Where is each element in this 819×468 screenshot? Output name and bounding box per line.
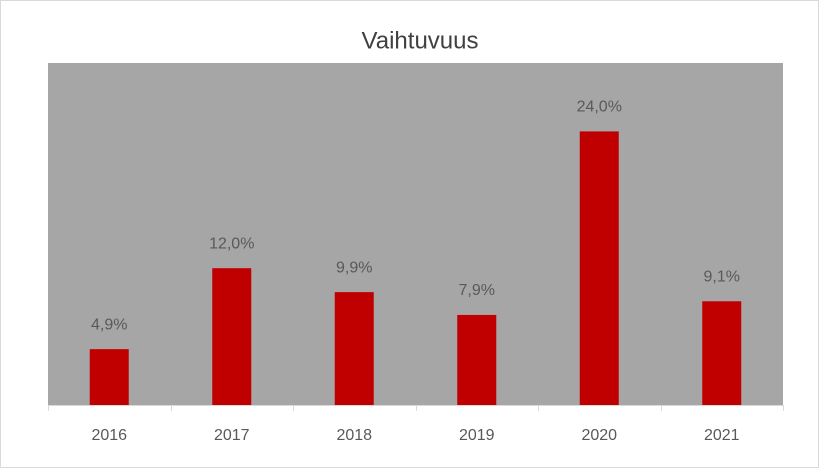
- data-label: 9,1%: [704, 268, 740, 285]
- chart-title: Vaihtuvuus: [362, 27, 479, 54]
- bar: [702, 301, 742, 405]
- x-tick-label: 2019: [459, 427, 495, 444]
- bar: [457, 314, 497, 405]
- x-tick-label: 2017: [214, 427, 250, 444]
- x-tick-label: 2021: [704, 427, 740, 444]
- data-label: 12,0%: [209, 235, 254, 252]
- data-label: 24,0%: [577, 99, 622, 116]
- bar: [89, 349, 129, 405]
- data-label: 9,9%: [336, 259, 372, 276]
- x-tick-label: 2020: [581, 427, 617, 444]
- bar: [334, 292, 374, 405]
- x-tick-label: 2018: [336, 427, 372, 444]
- bar: [579, 131, 619, 405]
- data-label: 7,9%: [459, 282, 495, 299]
- plot-area: [48, 63, 783, 405]
- bar: [212, 268, 252, 405]
- x-tick-label: 2016: [91, 427, 127, 444]
- data-label: 4,9%: [91, 316, 127, 333]
